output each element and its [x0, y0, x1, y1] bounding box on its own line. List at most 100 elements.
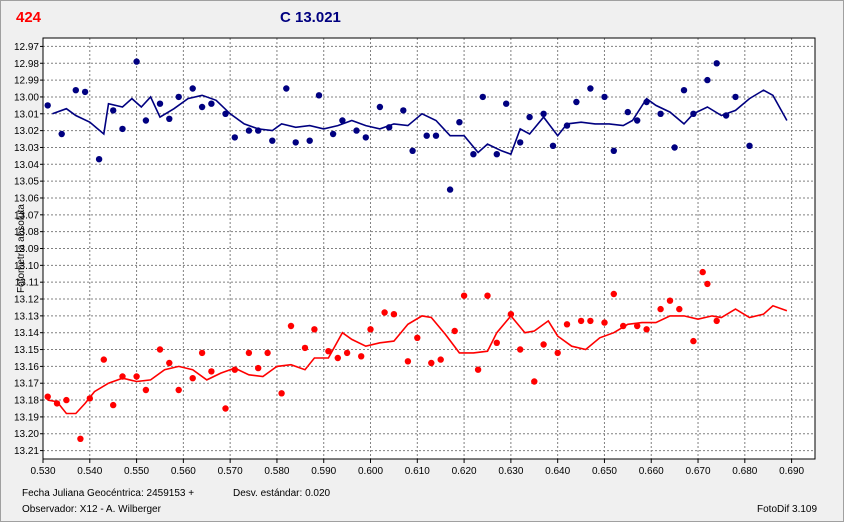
trend-line-1: [47, 304, 788, 415]
data-point-1: [390, 311, 398, 318]
data-point-0: [671, 144, 678, 151]
x-tick-label: 0.570: [218, 466, 243, 477]
data-point-0: [610, 147, 617, 154]
y-tick-label: 13.12: [14, 295, 39, 306]
y-tick-label: 13.20: [14, 429, 39, 440]
data-point-1: [44, 393, 51, 400]
data-point-1: [156, 346, 164, 353]
data-point-1: [208, 368, 215, 375]
data-point-0: [222, 110, 229, 118]
data-point-0: [81, 88, 89, 96]
x-tick-label: 0.670: [686, 466, 711, 477]
data-point-1: [620, 322, 627, 330]
data-point-1: [231, 366, 238, 373]
data-point-0: [110, 107, 117, 114]
data-point-0: [231, 134, 238, 141]
data-point-1: [587, 317, 594, 325]
data-point-0: [456, 119, 463, 126]
data-point-0: [423, 132, 430, 139]
data-point-0: [269, 137, 276, 144]
x-tick-label: 0.610: [405, 466, 430, 477]
data-point-0: [142, 117, 150, 124]
data-point-1: [474, 366, 482, 373]
data-point-0: [704, 76, 711, 84]
data-point-1: [643, 326, 650, 333]
data-point-1: [133, 373, 140, 380]
data-point-1: [451, 327, 458, 335]
y-tick-label: 13.02: [14, 126, 39, 137]
y-tick-label: 13.14: [14, 328, 39, 339]
data-point-0: [376, 103, 384, 111]
data-point-1: [311, 326, 318, 333]
data-point-1: [198, 349, 206, 357]
data-point-0: [503, 100, 510, 107]
data-point-0: [713, 60, 720, 67]
data-point-0: [549, 142, 557, 149]
x-tick-label: 0.690: [779, 466, 804, 477]
data-point-0: [58, 130, 65, 138]
data-point-1: [175, 386, 182, 394]
data-point-1: [428, 359, 435, 367]
data-point-1: [255, 364, 262, 372]
data-point-1: [245, 349, 253, 357]
data-point-1: [77, 435, 84, 442]
data-point-1: [699, 268, 706, 276]
x-tick-label: 0.620: [452, 466, 477, 477]
data-point-1: [507, 311, 515, 318]
data-point-0: [198, 103, 206, 111]
x-tick-label: 0.630: [498, 466, 523, 477]
data-point-1: [358, 353, 365, 360]
y-tick-label: 13.13: [14, 311, 39, 322]
y-tick-label: 12.98: [14, 59, 39, 70]
y-tick-label: 13.06: [14, 193, 39, 204]
y-tick-label: 13.15: [14, 345, 39, 356]
data-point-1: [713, 317, 720, 325]
data-point-0: [156, 100, 164, 107]
data-point-0: [446, 186, 454, 193]
data-point-1: [657, 305, 664, 313]
data-point-1: [577, 317, 585, 325]
data-point-0: [362, 134, 369, 141]
data-point-1: [222, 405, 229, 412]
data-point-1: [119, 373, 126, 380]
data-point-1: [634, 322, 641, 330]
y-tick-label: 13.16: [14, 362, 39, 373]
data-point-0: [517, 139, 524, 146]
data-point-1: [301, 344, 309, 352]
y-tick-label: 13.17: [14, 379, 39, 390]
data-point-0: [624, 108, 631, 116]
y-tick-label: 12.99: [14, 76, 39, 87]
julian-date-label: Fecha Juliana Geocéntrica: 2459153 +: [22, 488, 195, 499]
series-1: [44, 268, 788, 442]
data-point-1: [610, 290, 617, 298]
data-point-1: [142, 386, 150, 394]
data-point-1: [493, 339, 500, 346]
data-point-0: [680, 87, 688, 94]
data-point-0: [479, 93, 486, 101]
data-point-0: [339, 117, 346, 124]
data-point-1: [343, 349, 351, 357]
y-tick-label: 13.07: [14, 210, 39, 221]
software-version-label: FotoDif 3.109: [757, 504, 818, 515]
data-point-0: [643, 98, 650, 106]
y-tick-label: 13.08: [14, 227, 39, 238]
data-point-1: [100, 356, 108, 363]
data-point-0: [732, 93, 739, 101]
y-tick-label: 13.04: [14, 160, 39, 171]
y-tick-label: 13.11: [15, 278, 40, 289]
y-tick-label: 13.18: [14, 396, 39, 407]
data-point-0: [306, 137, 313, 144]
data-point-0: [189, 85, 196, 92]
y-tick-label: 13.00: [14, 92, 39, 103]
x-tick-label: 0.600: [358, 466, 383, 477]
data-point-0: [44, 102, 51, 109]
data-point-0: [722, 112, 730, 119]
data-point-0: [72, 87, 80, 94]
y-tick-label: 13.09: [14, 244, 39, 255]
data-point-0: [493, 151, 500, 158]
data-point-0: [563, 122, 571, 129]
data-point-1: [404, 358, 412, 365]
data-point-1: [666, 297, 674, 304]
data-point-0: [634, 117, 641, 124]
